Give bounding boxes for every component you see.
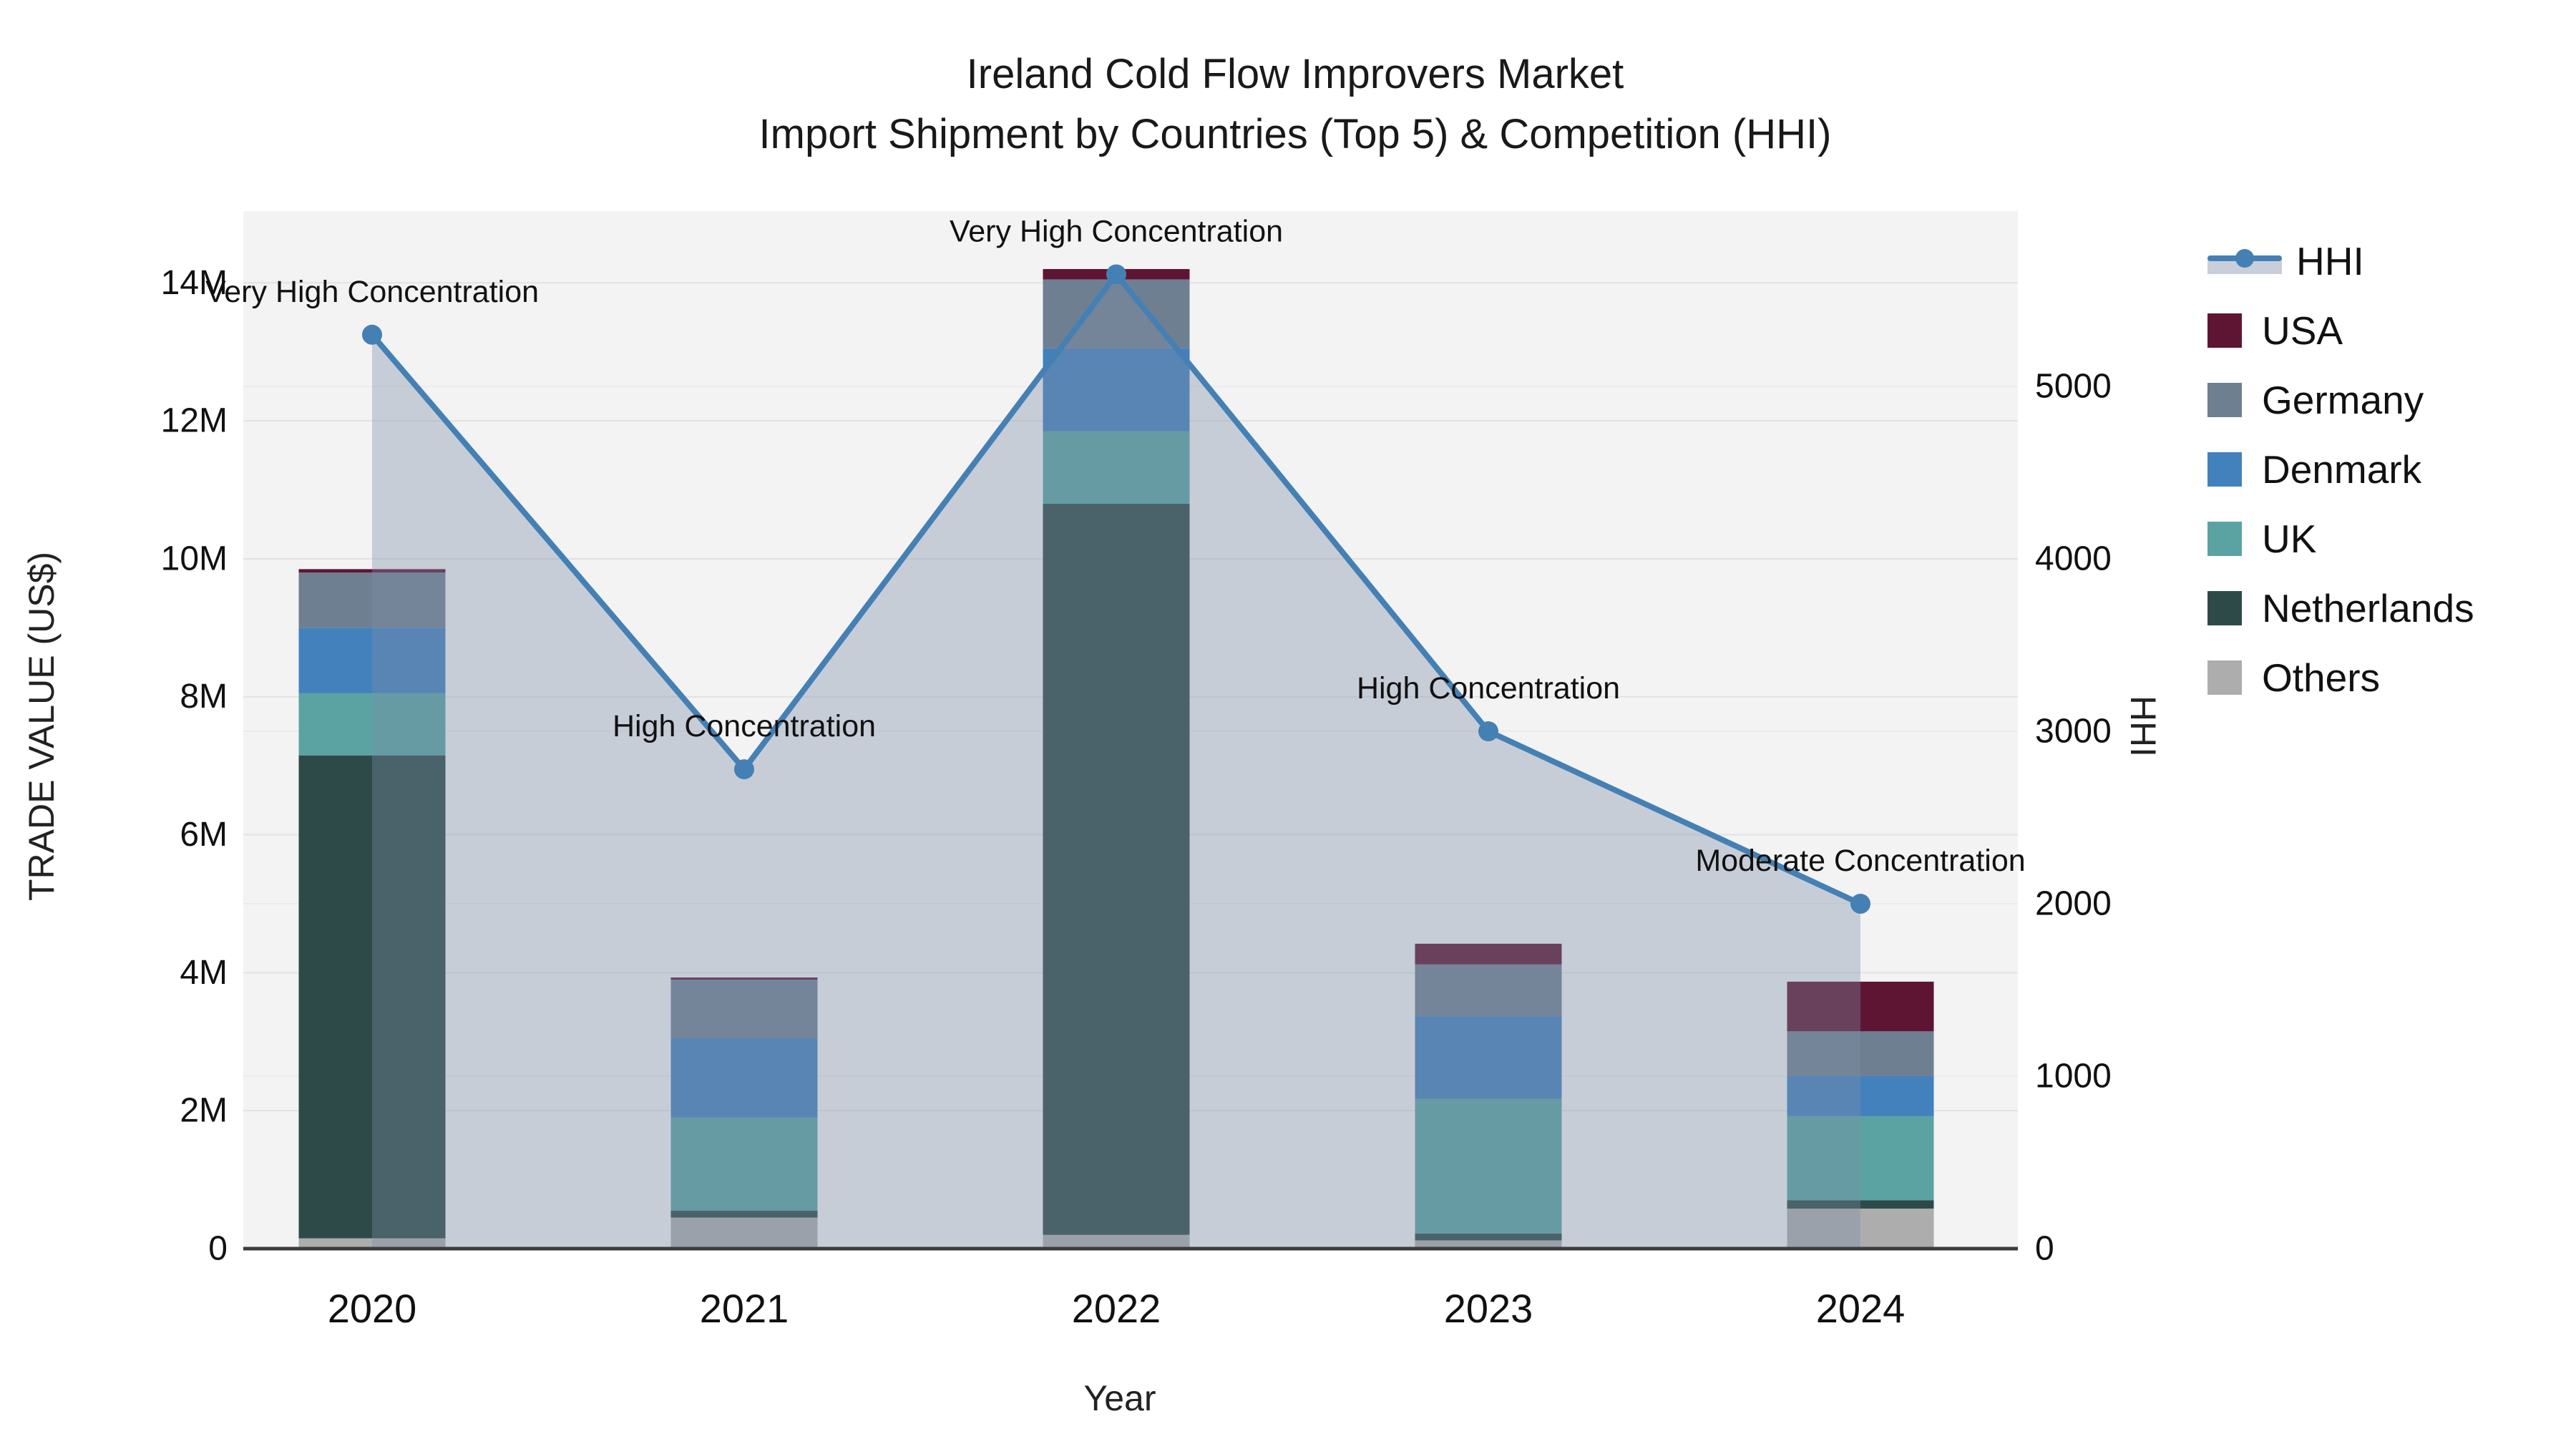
right-tick-label: 3000 xyxy=(2035,713,2112,751)
chart-title-line1: Ireland Cold Flow Improvers Market xyxy=(966,51,1624,97)
left-tick-label: 14M xyxy=(161,264,228,302)
legend-item-hhi[interactable]: HHI xyxy=(2207,226,2474,296)
hhi-marker-2020[interactable] xyxy=(362,324,382,345)
legend-item-netherlands[interactable]: Netherlands xyxy=(2207,573,2474,643)
right-tick-label: 5000 xyxy=(2035,368,2112,406)
bar-segment-usa-2020[interactable] xyxy=(298,569,446,573)
legend-item-label: Germany xyxy=(2262,377,2424,422)
annotation-2021: High Concentration xyxy=(613,709,876,743)
annotation-2024: Moderate Concentration xyxy=(1695,844,2025,878)
bar-segment-netherlands-2022[interactable] xyxy=(1043,503,1190,1235)
bar-segment-denmark-2022[interactable] xyxy=(1043,348,1190,431)
bar-segment-germany-2020[interactable] xyxy=(298,572,446,628)
legend-item-germany[interactable]: Germany xyxy=(2207,365,2474,434)
x-tick-label-2023: 2023 xyxy=(1444,1286,1533,1331)
x-tick-label-2021: 2021 xyxy=(700,1286,789,1331)
annotation-2023: High Concentration xyxy=(1357,671,1620,706)
bar-segment-denmark-2020[interactable] xyxy=(298,628,446,693)
bar-segment-netherlands-2024[interactable] xyxy=(1787,1200,1934,1209)
legend-swatch-icon xyxy=(2207,313,2242,348)
bar-segment-netherlands-2023[interactable] xyxy=(1415,1233,1562,1241)
bar-segment-netherlands-2020[interactable] xyxy=(298,755,446,1239)
legend-item-others[interactable]: Others xyxy=(2207,643,2474,712)
hhi-marker-2022[interactable] xyxy=(1106,264,1126,285)
legend: HHI USA Germany Denmark UK Netherlands Others xyxy=(2207,226,2474,712)
bar-segment-others-2022[interactable] xyxy=(1043,1234,1190,1249)
hhi-marker-2024[interactable] xyxy=(1850,894,1870,914)
hhi-marker-2021[interactable] xyxy=(734,759,754,780)
right-tick-label: 1000 xyxy=(2035,1058,2112,1096)
chart-title: Ireland Cold Flow Improvers Market Impor… xyxy=(0,44,2576,165)
left-tick-label: 6M xyxy=(180,816,228,854)
legend-item-denmark[interactable]: Denmark xyxy=(2207,434,2474,504)
x-tick-label-2020: 2020 xyxy=(328,1286,417,1331)
x-axis-title: Year xyxy=(1083,1378,1156,1418)
bar-segment-germany-2024[interactable] xyxy=(1787,1031,1934,1076)
left-tick-label: 12M xyxy=(161,402,228,440)
bar-segment-germany-2021[interactable] xyxy=(670,980,818,1038)
left-tick-label: 10M xyxy=(161,540,228,577)
legend-item-label: Denmark xyxy=(2262,447,2422,492)
hhi-area-fill xyxy=(372,274,1860,1249)
legend-item-label: UK xyxy=(2262,516,2317,561)
legend-item-label: Others xyxy=(2262,655,2381,700)
legend-swatch-icon xyxy=(2207,382,2242,417)
bar-segment-uk-2023[interactable] xyxy=(1415,1098,1562,1234)
bar-segment-usa-2023[interactable] xyxy=(1415,943,1562,965)
x-tick-label-2022: 2022 xyxy=(1072,1286,1161,1331)
x-tick-label-2024: 2024 xyxy=(1816,1286,1906,1331)
legend-swatch-icon xyxy=(2207,452,2242,487)
right-tick-label: 2000 xyxy=(2035,885,2112,923)
chart-title-line2: Import Shipment by Countries (Top 5) & C… xyxy=(758,111,1832,157)
bar-segment-denmark-2023[interactable] xyxy=(1415,1016,1562,1099)
legend-item-label: Netherlands xyxy=(2262,585,2474,630)
bar-segment-netherlands-2021[interactable] xyxy=(670,1210,818,1218)
left-tick-label: 4M xyxy=(180,954,228,992)
annotation-2020: Very High Concentration xyxy=(205,275,539,309)
legend-swatch-icon xyxy=(2207,590,2242,625)
left-tick-label: 2M xyxy=(180,1092,228,1130)
bar-segment-uk-2020[interactable] xyxy=(298,693,446,756)
bar-segment-uk-2022[interactable] xyxy=(1043,431,1190,504)
bar-segment-denmark-2024[interactable] xyxy=(1787,1075,1934,1116)
bar-segment-others-2020[interactable] xyxy=(298,1238,446,1249)
legend-swatch-icon xyxy=(2207,660,2242,695)
right-tick-label: 4000 xyxy=(2035,540,2112,578)
legend-item-uk[interactable]: UK xyxy=(2207,504,2474,573)
hhi-marker-2023[interactable] xyxy=(1478,721,1498,742)
legend-item-label: HHI xyxy=(2296,238,2364,283)
legend-item-label: USA xyxy=(2262,308,2343,353)
bar-segment-usa-2024[interactable] xyxy=(1787,981,1934,1032)
bar-segment-denmark-2021[interactable] xyxy=(670,1038,818,1118)
right-tick-label: 0 xyxy=(2035,1230,2054,1268)
annotation-2022: Very High Concentration xyxy=(950,214,1283,248)
bar-segment-uk-2021[interactable] xyxy=(670,1117,818,1211)
hhi-line-swatch-icon xyxy=(2207,245,2282,277)
legend-swatch-icon xyxy=(2207,521,2242,556)
bar-segment-others-2023[interactable] xyxy=(1415,1240,1562,1249)
bar-segment-germany-2023[interactable] xyxy=(1415,964,1562,1017)
bar-segment-uk-2024[interactable] xyxy=(1787,1116,1934,1201)
left-tick-label: 0 xyxy=(208,1230,228,1268)
left-tick-label: 8M xyxy=(180,678,228,716)
bar-segment-others-2024[interactable] xyxy=(1787,1209,1934,1249)
legend-item-usa[interactable]: USA xyxy=(2207,296,2474,365)
bar-segment-usa-2021[interactable] xyxy=(670,977,818,980)
bar-segment-others-2021[interactable] xyxy=(670,1217,818,1249)
